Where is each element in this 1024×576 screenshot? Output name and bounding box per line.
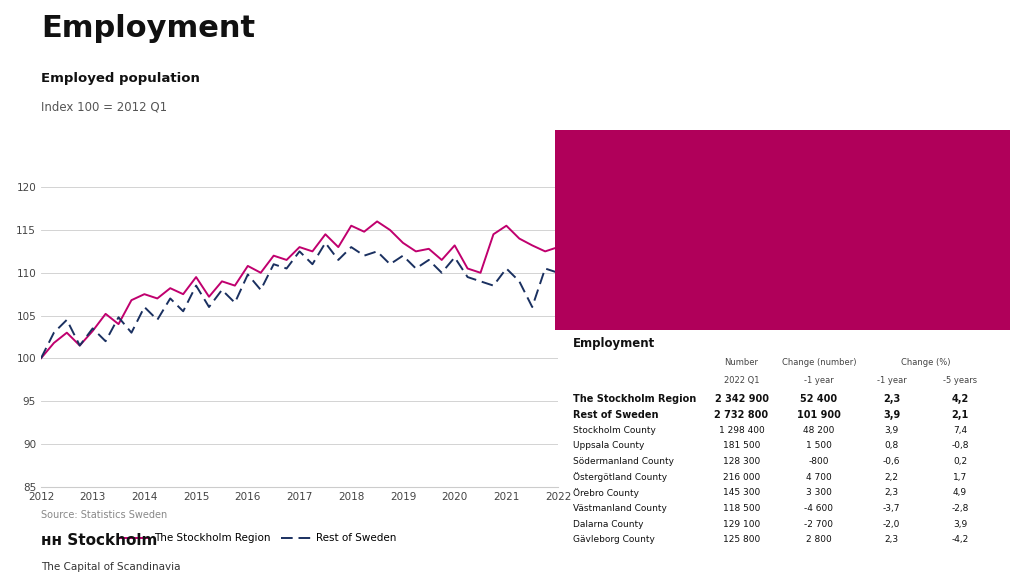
Text: 4,2: 4,2 [951, 395, 969, 404]
Text: 4,9: 4,9 [953, 488, 967, 497]
Text: Number: Number [725, 358, 759, 366]
Text: Stockholm County: Stockholm County [573, 426, 656, 435]
Text: 128 300: 128 300 [723, 457, 760, 466]
Text: 3,9: 3,9 [885, 426, 899, 435]
Text: 118 500: 118 500 [723, 504, 760, 513]
Text: 1 500: 1 500 [806, 441, 831, 450]
Text: Östergötland County: Östergötland County [573, 472, 668, 483]
Text: 2,3: 2,3 [885, 535, 899, 544]
Text: 145 300: 145 300 [723, 488, 760, 497]
Text: Gävleborg County: Gävleborg County [573, 535, 655, 544]
Text: 2,2: 2,2 [885, 472, 899, 482]
Text: Södermanland County: Södermanland County [573, 457, 674, 466]
Text: 101 900: 101 900 [797, 410, 841, 420]
Text: 3,9: 3,9 [883, 410, 900, 420]
Text: 7,4: 7,4 [953, 426, 967, 435]
Text: 2,3: 2,3 [883, 395, 900, 404]
Text: 48 200: 48 200 [803, 426, 835, 435]
Text: 2022 Q1: 2022 Q1 [724, 376, 760, 385]
Text: 52 400: 52 400 [801, 395, 838, 404]
Text: 0,2: 0,2 [953, 457, 967, 466]
Text: Index 100 = 2012 Q1: Index 100 = 2012 Q1 [41, 101, 167, 114]
Text: 216 000: 216 000 [723, 472, 760, 482]
Text: 2 732 800: 2 732 800 [715, 410, 769, 420]
Text: Employment: Employment [41, 14, 255, 43]
Text: Uppsala County: Uppsala County [573, 441, 644, 450]
Text: Employment: Employment [573, 337, 655, 350]
Legend: The Stockholm Region, Rest of Sweden: The Stockholm Region, Rest of Sweden [116, 529, 400, 547]
Text: •  During the first quarter, the strongest growth in
employment was seen in pers: • During the first quarter, the stronges… [573, 210, 885, 247]
Text: -2,0: -2,0 [883, 520, 900, 529]
Text: The Stockholm Region: The Stockholm Region [573, 395, 696, 404]
Text: ʜʜ Stockholm: ʜʜ Stockholm [41, 533, 158, 548]
Text: 2,1: 2,1 [951, 410, 969, 420]
Text: 181 500: 181 500 [723, 441, 760, 450]
Text: •  Employment increased in the first quarter.: • Employment increased in the first quar… [573, 154, 824, 164]
Text: 1,7: 1,7 [952, 472, 967, 482]
Text: -1 year: -1 year [804, 376, 834, 385]
Text: 2 800: 2 800 [806, 535, 831, 544]
Text: 129 100: 129 100 [723, 520, 760, 529]
Text: 125 800: 125 800 [723, 535, 760, 544]
Text: Change (%): Change (%) [901, 358, 950, 366]
Text: -2,8: -2,8 [951, 504, 969, 513]
Text: -1 year: -1 year [877, 376, 906, 385]
Text: 0,8: 0,8 [885, 441, 899, 450]
Text: •  Employment dropped most within the transport sector,
and in manufacturing, mi: • Employment dropped most within the tra… [573, 286, 894, 323]
Text: -4,2: -4,2 [951, 535, 969, 544]
Text: Västmanland County: Västmanland County [573, 504, 667, 513]
Text: 2 342 900: 2 342 900 [715, 395, 769, 404]
Text: The Capital of Scandinavia: The Capital of Scandinavia [41, 562, 180, 571]
Text: 3,9: 3,9 [952, 520, 967, 529]
Text: Change (number): Change (number) [781, 358, 856, 366]
Text: Rest of Sweden: Rest of Sweden [573, 410, 658, 420]
Text: Source: Statistics Sweden: Source: Statistics Sweden [41, 510, 167, 520]
Text: -3,7: -3,7 [883, 504, 900, 513]
Text: -800: -800 [809, 457, 829, 466]
Text: 3 300: 3 300 [806, 488, 831, 497]
Text: 1 298 400: 1 298 400 [719, 426, 765, 435]
Text: -5 years: -5 years [943, 376, 977, 385]
Text: -4 600: -4 600 [805, 504, 834, 513]
Text: Employed population: Employed population [41, 72, 200, 85]
Text: 4 700: 4 700 [806, 472, 831, 482]
Text: -2 700: -2 700 [805, 520, 834, 529]
Text: -0,6: -0,6 [883, 457, 900, 466]
Text: 2,3: 2,3 [885, 488, 899, 497]
Text: Örebro County: Örebro County [573, 488, 639, 498]
Text: Dalarna County: Dalarna County [573, 520, 644, 529]
Text: -0,8: -0,8 [951, 441, 969, 450]
